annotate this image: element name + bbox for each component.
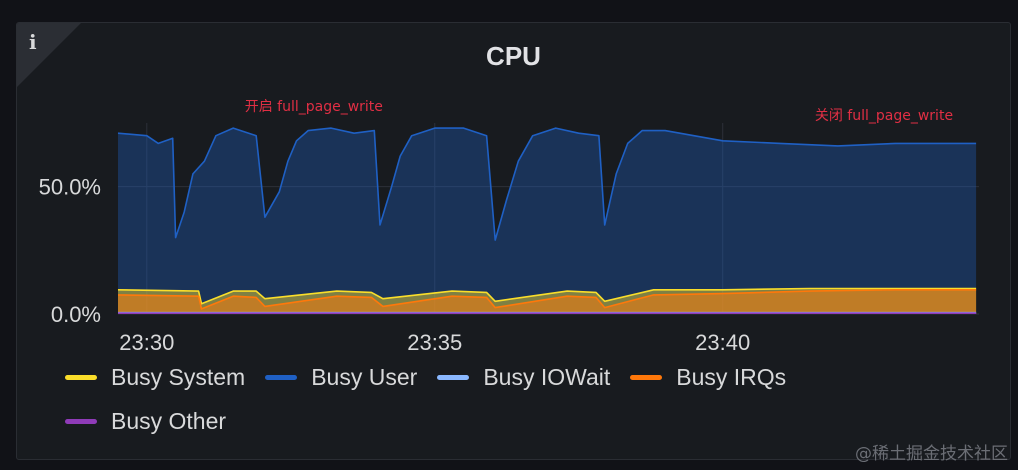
panel-info-corner[interactable] [17,23,81,87]
series-area-busy-irqs [118,289,977,314]
annotation-label: 开启 full_page_write [245,99,383,115]
info-icon[interactable]: i [29,30,37,54]
legend-item-busy-user[interactable]: Busy User [265,365,417,389]
legend-swatch [65,418,97,424]
y-tick-label: 50.0% [39,175,101,200]
x-tick-label: 23:40 [695,330,750,355]
legend: Busy System Busy User Busy IOWait Busy IRQs… [65,365,965,433]
series-line-busy-irqs [117,289,977,310]
legend-item-busy-system[interactable]: Busy System [65,365,245,389]
annotation-label: 关闭 full_page_write [815,108,953,124]
legend-item-busy-other[interactable]: Busy Other [65,409,965,433]
legend-label: Busy IOWait [483,364,611,390]
legend-swatch [630,374,663,380]
legend-item-busy-iowait[interactable]: Busy IOWait [437,365,610,389]
legend-swatch [65,374,97,380]
legend-label: Busy Other [111,408,227,434]
series-line-busy-system [117,287,977,305]
legend-swatch [265,374,298,380]
cpu-chart: 0.0% 50.0% 23:30 23:35 23:40 开启 full_page_wri… [39,99,979,355]
cpu-panel: i CPU 0.0% 50.0% 23:30 23:35 23:40 开启 full_pa… [16,22,1011,460]
x-tick-label: 23:35 [407,330,462,355]
legend-label: Busy System [111,364,246,390]
series-area-busy-user [118,128,977,314]
series-line-busy-user [117,127,977,241]
legend-item-busy-irqs[interactable]: Busy IRQs [630,365,786,389]
legend-label: Busy User [311,364,418,390]
x-tick-label: 23:30 [119,330,174,355]
panel-title[interactable]: CPU [486,41,541,71]
legend-label: Busy IRQs [676,364,787,390]
legend-swatch [437,374,470,380]
watermark-text: @稀土掘金技术社区 [855,444,1008,464]
y-tick-label: 0.0% [51,302,101,327]
